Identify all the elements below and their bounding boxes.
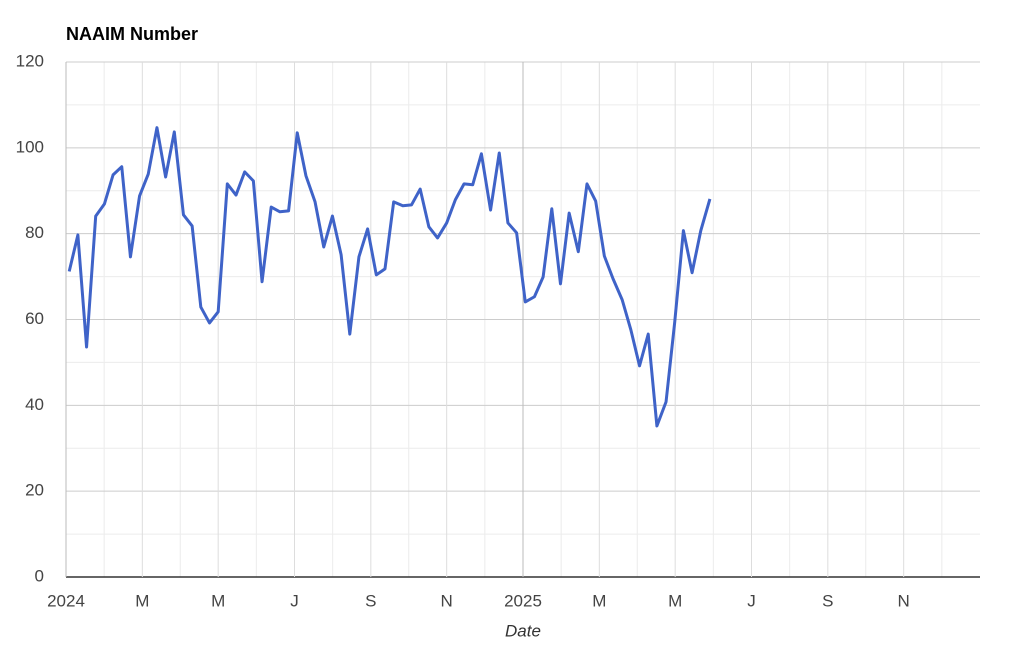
y-tick-label: 40 [25, 395, 44, 414]
x-tick-label: S [822, 591, 833, 610]
y-tick-label: 0 [35, 566, 44, 585]
x-tick-label: M [211, 591, 225, 610]
chart-title: NAAIM Number [66, 24, 198, 44]
x-tick-label: N [898, 591, 910, 610]
x-tick-label: 2024 [47, 591, 85, 610]
x-tick-label: S [365, 591, 376, 610]
x-tick-label: M [592, 591, 606, 610]
x-axis-title: Date [505, 621, 541, 640]
y-tick-label: 20 [25, 481, 44, 500]
y-tick-label: 100 [16, 137, 44, 156]
x-tick-label: N [441, 591, 453, 610]
y-tick-label: 80 [25, 223, 44, 242]
x-tick-label: J [290, 591, 299, 610]
x-tick-label: 2025 [504, 591, 542, 610]
y-tick-label: 60 [25, 309, 44, 328]
x-tick-label: M [135, 591, 149, 610]
x-tick-label: J [747, 591, 756, 610]
data-line [67, 126, 712, 428]
x-tick-label: M [668, 591, 682, 610]
y-tick-label: 120 [16, 51, 44, 70]
